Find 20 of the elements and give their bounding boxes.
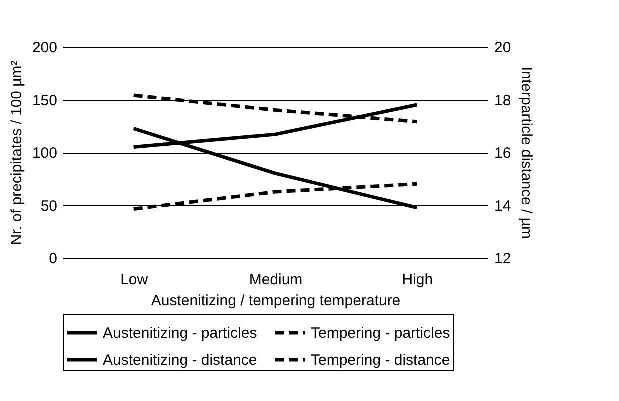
x-axis-title: Austenitizing / tempering temperature — [151, 292, 401, 310]
x-tick-label: High — [402, 272, 434, 288]
legend-label: Austenitizing - distance — [103, 352, 258, 369]
legend-label: Austenitizing - particles — [103, 325, 258, 342]
y2-axis-title: Interparticle distance / µm — [518, 66, 536, 240]
y-tick-label: 50 — [40, 198, 58, 215]
y-axis-title: Nr. of precipitates / 100 µm² — [8, 60, 26, 246]
y-tick-label: 0 — [49, 250, 58, 268]
y-tick-label: 150 — [32, 92, 58, 110]
y-tick-label: 200 — [32, 40, 58, 56]
y-tick-label: 100 — [32, 145, 58, 162]
x-tick-label: Low — [120, 272, 148, 288]
y2-tick-label: 16 — [494, 145, 512, 162]
y2-tick-label: 14 — [494, 198, 512, 215]
legend-label: Tempering - distance — [311, 352, 450, 369]
x-tick-label: Medium — [249, 272, 303, 288]
y2-tick-label: 12 — [494, 250, 512, 268]
y2-tick-label: 18 — [494, 92, 512, 110]
legend-label: Tempering - particles — [311, 325, 450, 342]
y2-tick-label: 20 — [494, 40, 512, 56]
